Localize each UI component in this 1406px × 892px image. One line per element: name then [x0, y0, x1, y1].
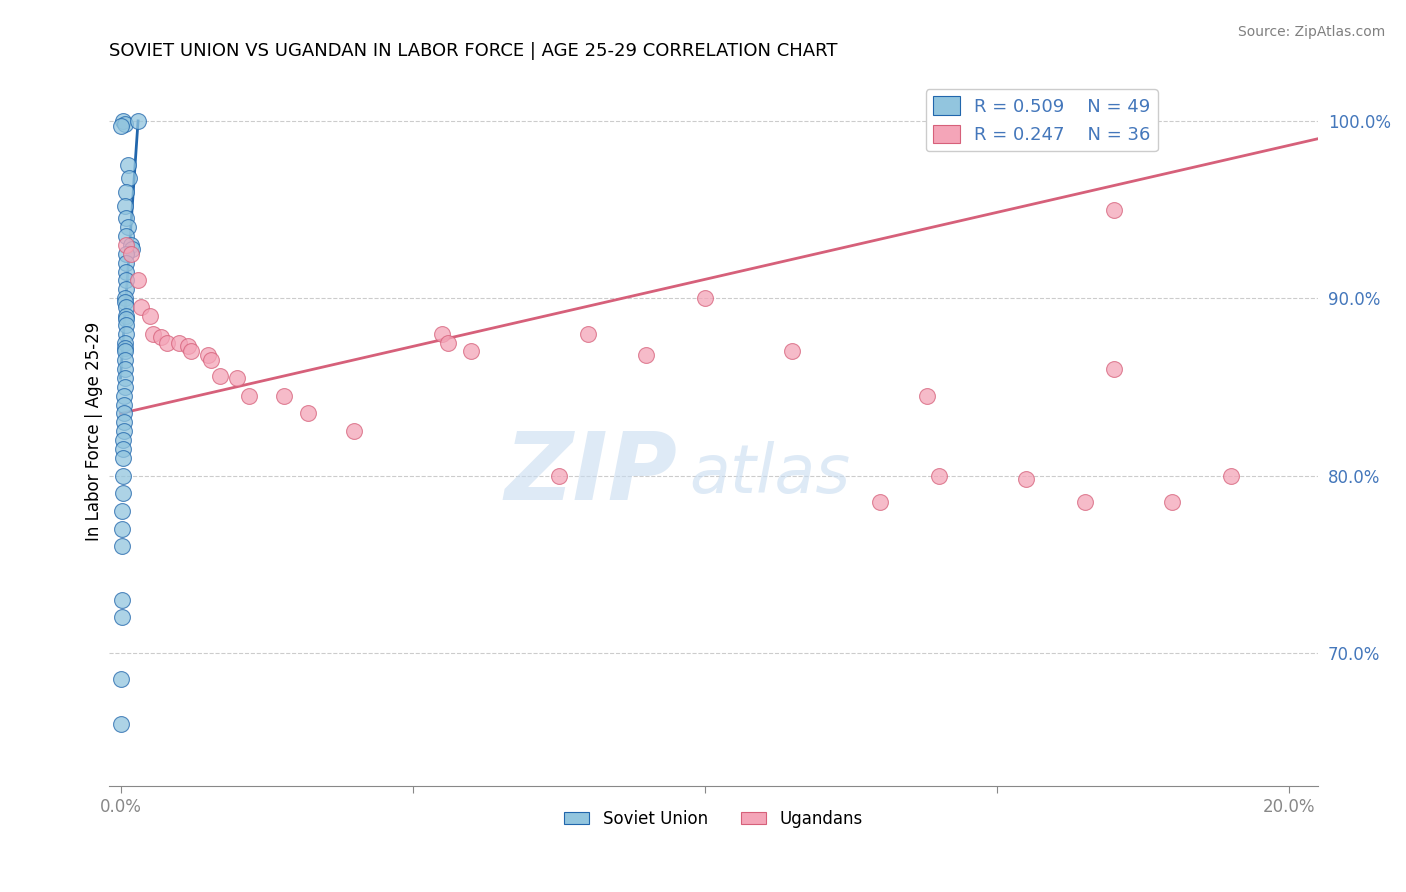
Text: ZIP: ZIP: [505, 428, 678, 520]
Point: [1102, 202, 1125, 217]
Point: [117, 158, 139, 172]
Point: [110, 120, 132, 134]
Point: [139, 309, 162, 323]
Point: [115, 185, 138, 199]
Point: [115, 318, 138, 332]
Point: [115, 309, 138, 323]
Point: [1161, 495, 1184, 509]
Point: [156, 335, 179, 350]
Point: [111, 540, 134, 554]
Point: [115, 247, 138, 261]
Point: [115, 238, 138, 252]
Text: atlas: atlas: [689, 441, 851, 507]
Point: [150, 330, 173, 344]
Point: [114, 371, 136, 385]
Point: [343, 424, 366, 438]
Point: [114, 199, 136, 213]
Point: [111, 610, 134, 624]
Point: [177, 339, 200, 353]
Point: [120, 247, 142, 261]
Point: [111, 592, 134, 607]
Point: [226, 371, 249, 385]
Point: [112, 114, 135, 128]
Point: [297, 407, 319, 421]
Point: [1219, 468, 1241, 483]
Point: [127, 273, 149, 287]
Point: [180, 344, 202, 359]
Point: [547, 468, 569, 483]
Point: [115, 211, 138, 226]
Point: [112, 389, 135, 403]
Point: [436, 335, 458, 350]
Point: [1015, 472, 1038, 486]
Point: [1073, 495, 1095, 509]
Point: [869, 495, 891, 509]
Point: [167, 335, 190, 350]
Point: [120, 238, 142, 252]
Point: [112, 407, 135, 421]
Point: [1102, 362, 1125, 376]
Point: [112, 398, 135, 412]
Point: [114, 335, 136, 350]
Point: [460, 344, 482, 359]
Point: [115, 326, 138, 341]
Point: [114, 353, 136, 368]
Text: SOVIET UNION VS UGANDAN IN LABOR FORCE | AGE 25-29 CORRELATION CHART: SOVIET UNION VS UGANDAN IN LABOR FORCE |…: [108, 42, 838, 60]
Point: [115, 282, 138, 296]
Point: [114, 380, 136, 394]
Point: [112, 424, 135, 438]
Point: [111, 442, 134, 456]
Point: [114, 344, 136, 359]
Point: [197, 348, 219, 362]
Point: [114, 294, 136, 309]
Point: [114, 341, 136, 355]
Legend: Soviet Union, Ugandans: Soviet Union, Ugandans: [558, 803, 869, 834]
Point: [112, 415, 135, 429]
Point: [111, 522, 134, 536]
Point: [200, 353, 222, 368]
Point: [576, 326, 599, 341]
Point: [115, 229, 138, 244]
Y-axis label: In Labor Force | Age 25-29: In Labor Force | Age 25-29: [86, 321, 103, 541]
Point: [928, 468, 950, 483]
Point: [636, 348, 658, 362]
Point: [693, 291, 716, 305]
Text: Source: ZipAtlas.com: Source: ZipAtlas.com: [1237, 25, 1385, 39]
Point: [115, 312, 138, 326]
Point: [121, 242, 143, 256]
Point: [111, 486, 134, 500]
Point: [111, 504, 134, 518]
Point: [273, 389, 295, 403]
Point: [110, 716, 132, 731]
Point: [118, 170, 141, 185]
Point: [115, 273, 138, 287]
Point: [142, 326, 165, 341]
Point: [117, 220, 139, 235]
Point: [111, 433, 134, 447]
Point: [111, 468, 134, 483]
Point: [115, 300, 138, 314]
Point: [114, 118, 136, 132]
Point: [915, 389, 938, 403]
Point: [114, 362, 136, 376]
Point: [238, 389, 260, 403]
Point: [129, 300, 152, 314]
Point: [430, 326, 453, 341]
Point: [782, 344, 804, 359]
Point: [115, 265, 138, 279]
Point: [115, 256, 138, 270]
Point: [114, 291, 136, 305]
Point: [110, 673, 132, 687]
Point: [127, 114, 149, 128]
Point: [111, 450, 134, 465]
Point: [208, 369, 231, 384]
